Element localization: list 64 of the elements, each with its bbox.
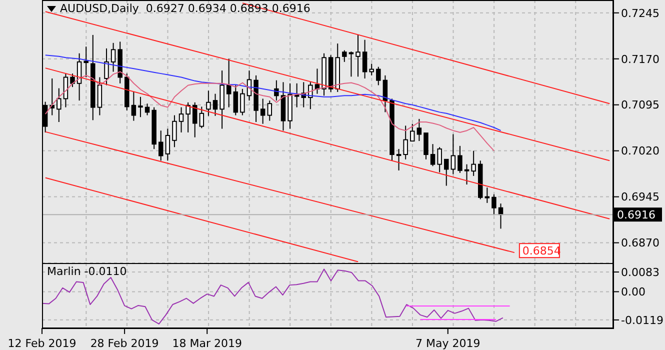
candlestick: [226, 58, 232, 108]
y-tick-label: 0.00: [621, 286, 646, 299]
candlestick: [492, 194, 496, 216]
candlestick: [376, 66, 381, 86]
candlestick: [437, 146, 442, 173]
candlestick: [206, 90, 211, 116]
candlestick: [144, 103, 150, 116]
candlestick: [186, 102, 190, 133]
y-tick-label: 0.0083: [621, 266, 660, 279]
y-tick-label: 0.7095: [621, 98, 660, 112]
candlestick: [348, 50, 354, 78]
candlestick: [97, 76, 102, 116]
candlestick: [240, 88, 245, 116]
y-tick-label: 0.6870: [621, 236, 660, 250]
y-tick-label: 0.6945: [621, 190, 660, 204]
candlestick: [424, 132, 428, 160]
candlestick: [458, 145, 462, 174]
candlestick: [356, 34, 360, 78]
chart-title: Marlin -0.0110: [47, 265, 127, 278]
candlestick: [430, 144, 436, 167]
candlestick: [172, 114, 177, 148]
candlestick: [369, 63, 374, 76]
chart-title: AUDUSD,Daily 0.6927 0.6934 0.6893 0.6916: [60, 2, 310, 15]
candlestick: [444, 158, 449, 186]
candlestick: [131, 91, 136, 122]
candlestick: [267, 100, 272, 122]
candlestick: [158, 130, 164, 162]
candlestick: [342, 50, 347, 62]
candlestick: [199, 106, 204, 129]
candlestick: [410, 123, 415, 142]
candlestick: [138, 96, 143, 118]
x-tick-label: 7 May 2019: [416, 337, 480, 350]
candlestick: [484, 187, 490, 204]
candlestick: [471, 150, 476, 176]
candlestick: [416, 118, 422, 142]
y-tick-label: 0.7245: [621, 6, 660, 20]
x-tick-label: 18 Mar 2019: [172, 337, 242, 350]
y-tick-label: 0.7170: [621, 52, 660, 66]
y-tick-label: 0.7020: [621, 144, 660, 158]
candlestick: [233, 84, 238, 116]
candlestick: [165, 128, 170, 162]
candlestick: [274, 80, 279, 102]
y-tick-label: -0.0119: [621, 314, 664, 327]
x-tick-label: 28 Feb 2019: [90, 337, 159, 350]
candlestick: [56, 88, 62, 122]
candlestick: [362, 39, 368, 79]
x-tick-label: 12 Feb 2019: [8, 337, 76, 350]
candlestick: [396, 148, 402, 171]
candlestick: [450, 134, 456, 175]
candlestick: [178, 106, 184, 133]
candlestick: [260, 98, 266, 124]
candlestick: [84, 46, 88, 78]
candlestick: [220, 70, 224, 130]
line-series: [42, 268, 504, 324]
candlestick: [110, 42, 116, 72]
ref-line-label: 0.6916: [617, 208, 656, 222]
candlestick: [70, 73, 75, 88]
candlestick: [104, 48, 109, 86]
candlestick: [212, 93, 218, 116]
candlestick: [403, 125, 408, 160]
candlestick: [63, 73, 68, 108]
line-series: [44, 54, 502, 132]
candlestick: [42, 101, 48, 133]
candlestick: [464, 164, 470, 186]
